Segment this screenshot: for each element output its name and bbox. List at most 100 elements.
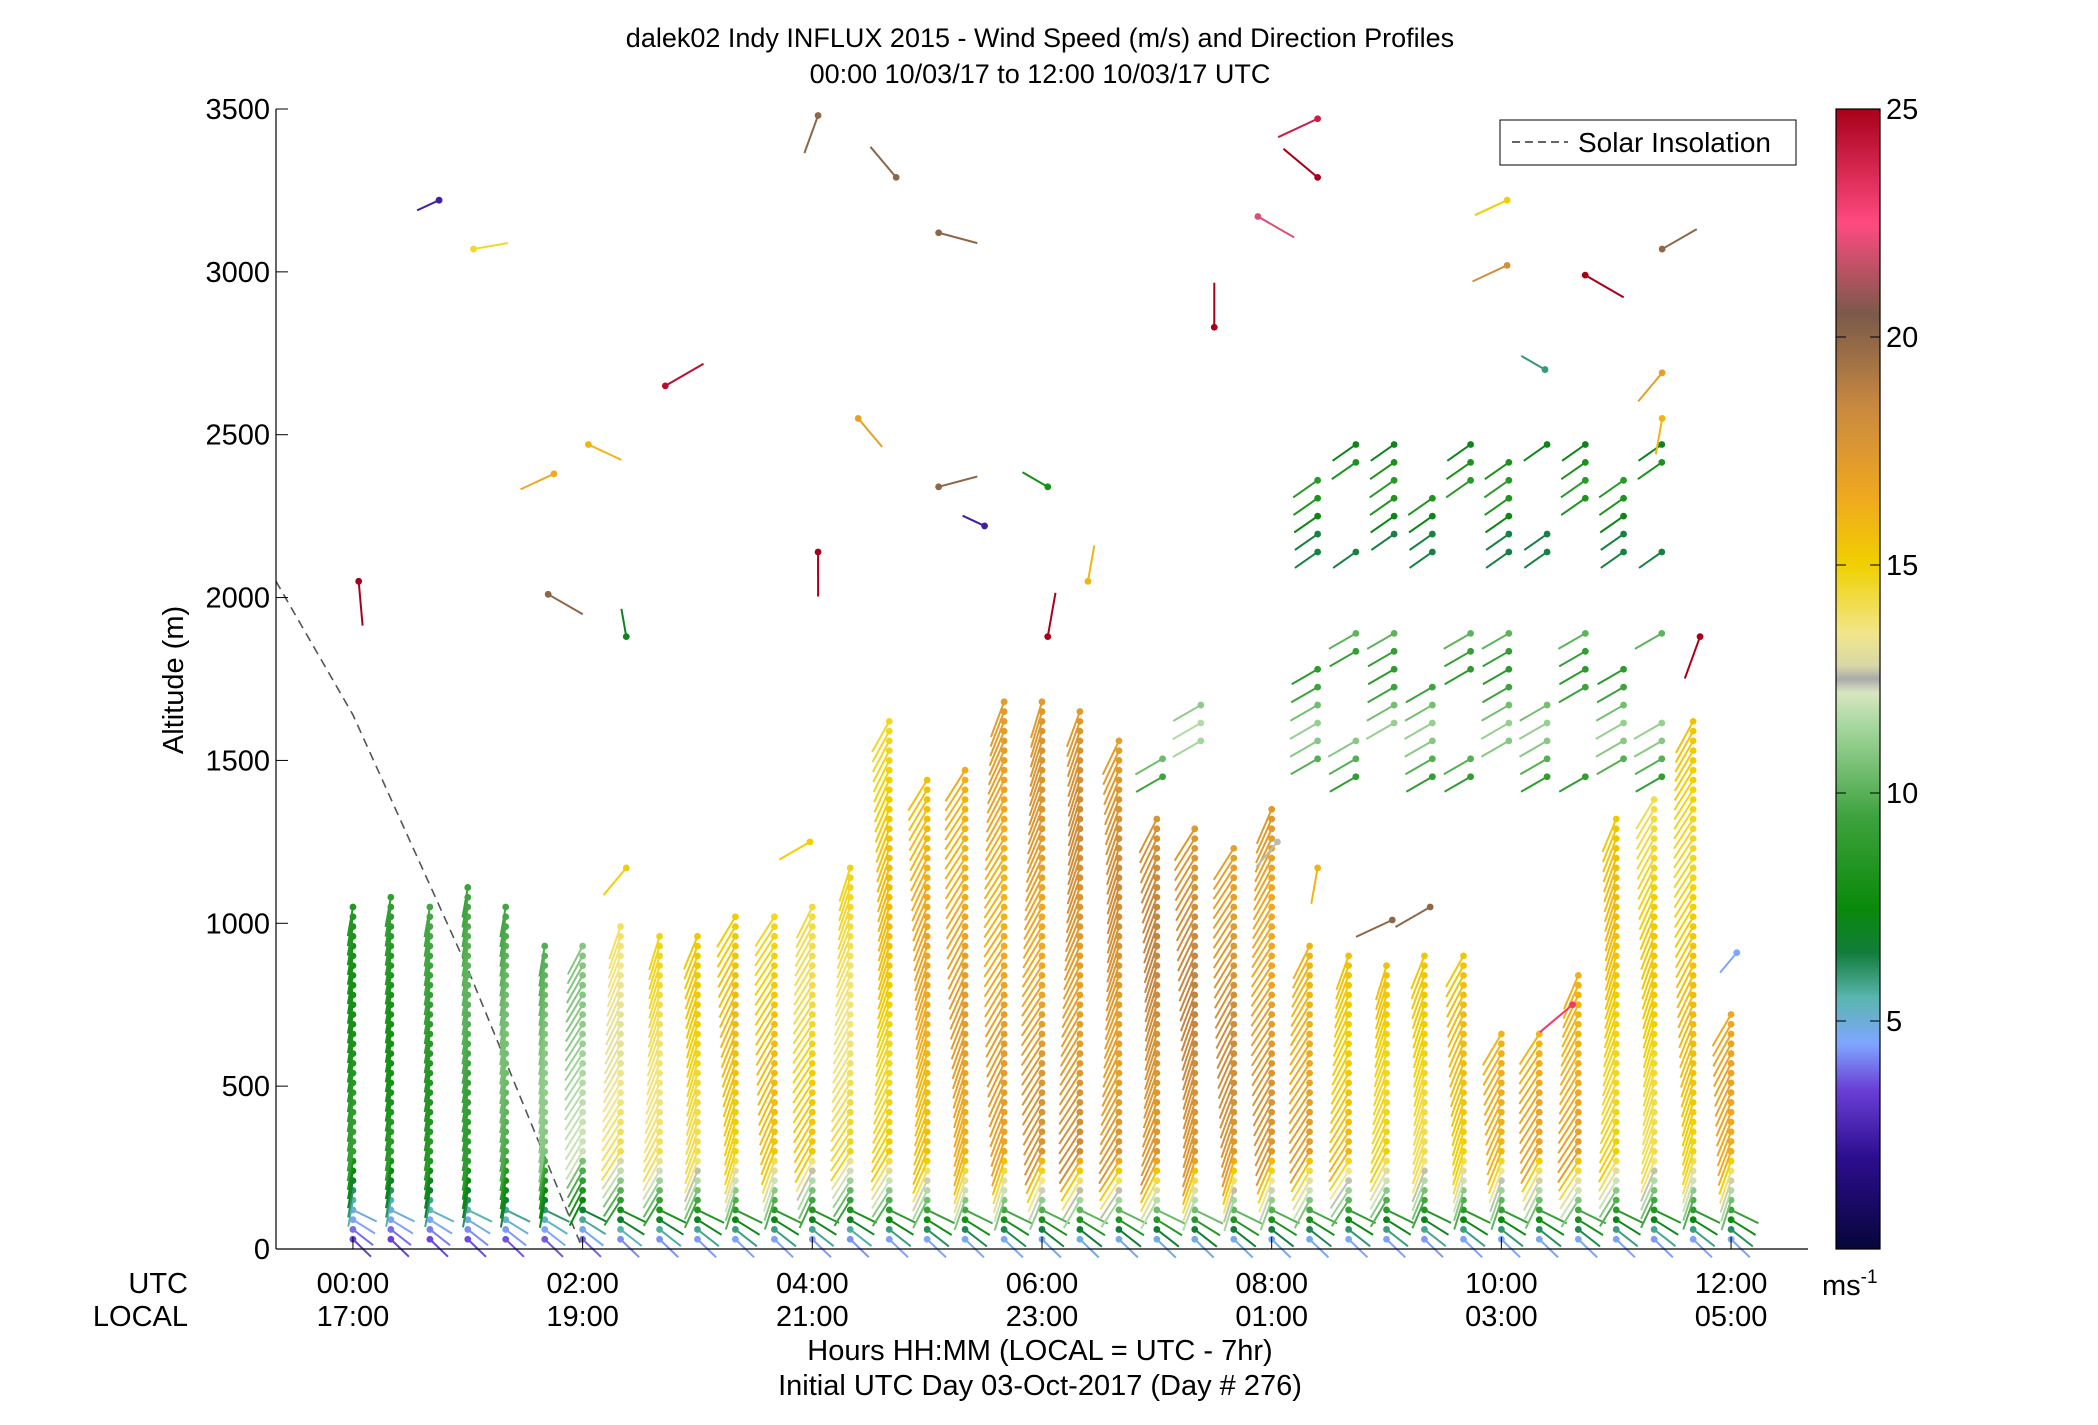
barb-shaft: [499, 1112, 507, 1143]
barb-dot: [923, 1235, 931, 1243]
barb-shaft: [1066, 877, 1081, 915]
barb-shaft: [1679, 1043, 1695, 1079]
barb-dot: [1620, 701, 1627, 709]
barb-dot: [1345, 1186, 1353, 1194]
wind-barb: [1411, 1177, 1428, 1212]
barb-shaft: [567, 1180, 584, 1208]
wind-barb: [1557, 1138, 1582, 1174]
barb-shaft: [1604, 984, 1618, 1020]
barb-dot: [656, 1206, 663, 1214]
barb-shaft: [798, 1199, 814, 1229]
wind-barb: [1103, 1020, 1123, 1060]
barb-dot: [961, 835, 969, 842]
barb-shaft: [1174, 877, 1196, 912]
barb-dot: [1306, 1128, 1313, 1136]
barb-shaft: [1066, 857, 1081, 895]
barb-dot: [1115, 747, 1123, 755]
wind-barb: [1600, 1089, 1620, 1126]
barb-dot: [1543, 548, 1551, 556]
barb-dot: [1038, 893, 1046, 901]
wind-barb: [642, 1177, 663, 1209]
wind-barb: [797, 1186, 816, 1220]
barb-shaft: [602, 1189, 622, 1217]
wind-barb: [1411, 1167, 1428, 1203]
barb-shaft: [1026, 838, 1043, 874]
barb-shaft: [646, 1062, 661, 1096]
wind-barb: [1180, 1001, 1199, 1042]
wind-profile-column: [983, 698, 1033, 1259]
wind-barb: [1020, 1011, 1046, 1047]
barb-dot: [656, 1177, 663, 1184]
barb-dot: [923, 786, 931, 794]
barb-dot: [1197, 719, 1205, 727]
barb-dot: [694, 981, 701, 989]
barb-shaft: [1328, 1121, 1350, 1154]
wind-barb: [1674, 913, 1697, 949]
barb-shaft: [797, 1180, 814, 1211]
wind-barb: [1024, 864, 1046, 902]
barb-shaft: [1104, 1014, 1120, 1050]
barb-shaft: [1641, 955, 1656, 990]
barb-shaft: [717, 955, 737, 988]
wind-barb: [1026, 1167, 1046, 1204]
wind-barb: [1637, 854, 1658, 890]
wind-barb: [1375, 962, 1390, 1001]
barb-shaft: [1176, 926, 1196, 962]
barb-dot: [1460, 1099, 1467, 1106]
wind-barb: [1328, 1118, 1353, 1154]
barb-shaft: [696, 1218, 723, 1236]
barb-shaft: [685, 1111, 699, 1146]
wind-barb: [1179, 991, 1199, 1032]
barb-dot: [885, 1079, 893, 1087]
barb-shaft: [1640, 1150, 1656, 1184]
barb-shaft: [1640, 935, 1656, 971]
wind-barb: [949, 1001, 969, 1040]
wind-barb: [885, 1206, 917, 1224]
wind-barb: [944, 815, 969, 851]
barb-dot: [1689, 923, 1697, 930]
wind-barb: [1518, 1059, 1543, 1095]
wind-barb: [1218, 1079, 1238, 1119]
barb-shaft: [1642, 1053, 1656, 1088]
wind-barb: [873, 1089, 893, 1125]
barb-dot: [617, 962, 624, 970]
barb-shaft: [1102, 1053, 1120, 1088]
barb-dot: [1505, 665, 1513, 673]
barb-shaft: [944, 857, 966, 890]
barb-dot: [1574, 1226, 1582, 1233]
barb-shaft: [1144, 994, 1158, 1032]
wind-profile-column: [499, 903, 531, 1258]
barb-dot: [1467, 665, 1474, 673]
wind-barb: [643, 1128, 663, 1163]
barb-dot: [1535, 1050, 1543, 1057]
barb-shaft: [1289, 1023, 1311, 1056]
barb-dot: [1230, 1069, 1238, 1077]
wind-barb: [1102, 747, 1123, 786]
barb-dot: [846, 1108, 854, 1116]
barb-dot: [923, 1128, 931, 1136]
wind-barb: [1138, 815, 1161, 854]
wind-barb: [870, 1147, 893, 1183]
barb-shaft: [385, 1190, 392, 1218]
barb-shaft: [1449, 1072, 1465, 1108]
barb-shaft: [1105, 975, 1120, 1012]
barb-shaft: [1601, 1062, 1618, 1097]
barb-dot: [694, 942, 701, 950]
barb-shaft: [1675, 945, 1695, 979]
barb-shaft: [346, 1141, 354, 1172]
barb-dot: [1038, 854, 1046, 862]
barb-dot: [1574, 1050, 1582, 1057]
x-tick-label-utc: 12:00: [1695, 1268, 1768, 1300]
barb-dot: [1153, 1235, 1161, 1243]
barb-dot: [502, 1235, 510, 1243]
barb-shaft: [1523, 1180, 1541, 1211]
barb-shaft: [1104, 1004, 1120, 1041]
barb-shaft: [1412, 1033, 1426, 1069]
barb-shaft: [1219, 1092, 1235, 1129]
barb-shaft: [346, 955, 354, 985]
wind-barb: [1102, 757, 1123, 796]
wind-barb: [1329, 1177, 1353, 1209]
barb-shaft: [461, 1180, 469, 1210]
barb-dot: [961, 825, 969, 833]
barb-shaft: [1289, 1033, 1311, 1066]
